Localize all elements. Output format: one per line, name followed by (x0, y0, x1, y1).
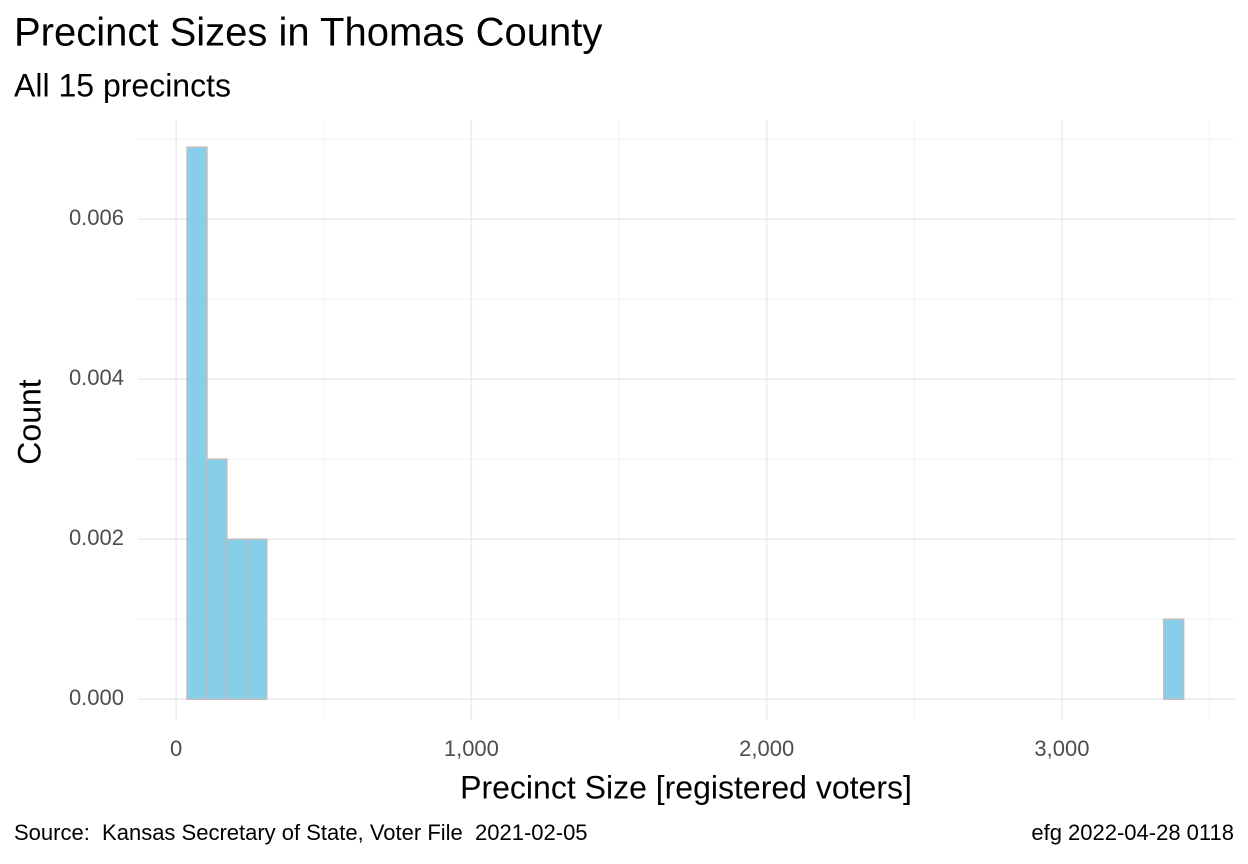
y-tick-label: 0.002 (69, 525, 124, 550)
x-tick-label: 3,000 (1034, 736, 1089, 761)
caption-left: Source: Kansas Secretary of State, Voter… (14, 820, 588, 845)
x-tick-label: 1,000 (444, 736, 499, 761)
bar (226, 538, 248, 700)
y-tick-label: 0.004 (69, 365, 124, 390)
y-axis-label: Count (11, 379, 47, 465)
x-axis-label: Precinct Size [registered voters] (460, 769, 912, 805)
x-tick-label: 0 (170, 736, 182, 761)
bar (246, 538, 268, 700)
chart-subtitle: All 15 precincts (14, 67, 231, 103)
y-tick-label: 0.006 (69, 205, 124, 230)
y-tick-label: 0.000 (69, 685, 124, 710)
bar (206, 458, 228, 700)
bar (186, 146, 208, 700)
bar (1162, 618, 1185, 700)
caption-right: efg 2022-04-28 0118 (1031, 820, 1234, 845)
x-tick-label: 2,000 (739, 736, 794, 761)
chart-title: Precinct Sizes in Thomas County (14, 11, 602, 55)
